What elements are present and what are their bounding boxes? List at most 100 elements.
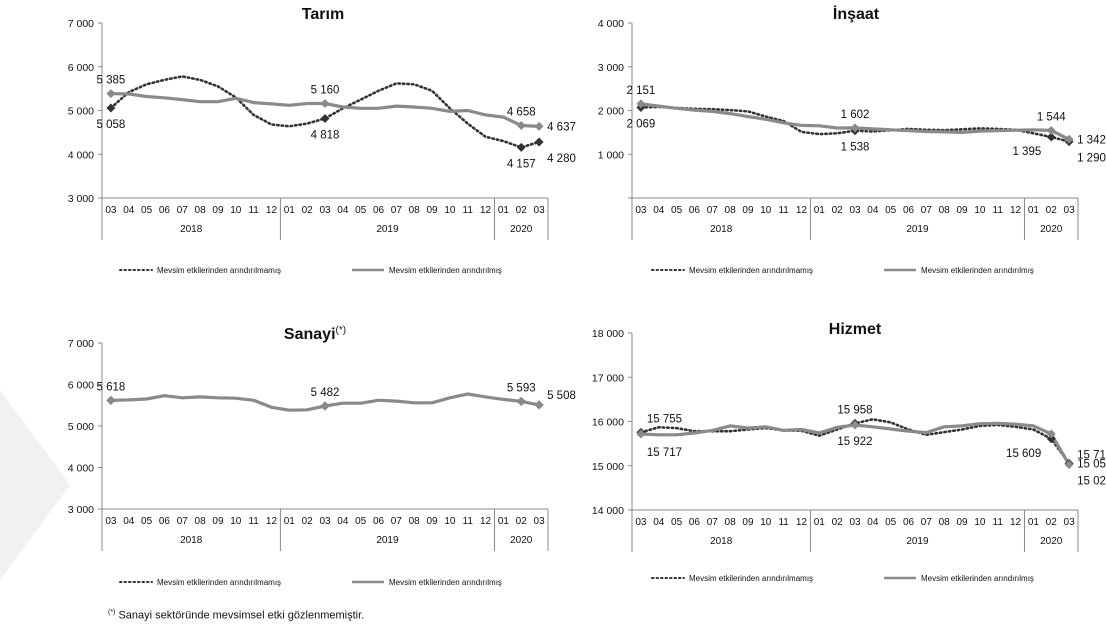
x-year-label: 2018: [180, 224, 203, 235]
chart-title: Hizmet: [829, 321, 882, 338]
data-label: 15 609: [1006, 448, 1041, 460]
x-tick-label: 09: [426, 516, 438, 527]
y-tick-label: 2 000: [598, 106, 624, 118]
data-label: 4 658: [507, 106, 536, 118]
x-tick-label: 03: [319, 205, 331, 216]
data-point-marker: [636, 429, 646, 439]
x-year-label: 2019: [906, 224, 929, 235]
x-tick-label: 03: [635, 205, 647, 216]
x-year-label: 2019: [906, 536, 929, 547]
x-tick-label: 06: [903, 205, 915, 216]
y-tick-label: 6 000: [68, 380, 94, 392]
legend-label-adjusted: Mevsim etkilerinden arındırılmış: [921, 574, 1034, 583]
data-point-marker: [106, 103, 116, 113]
y-tick-label: 3 000: [68, 504, 94, 516]
x-tick-label: 11: [993, 205, 1004, 216]
data-label: 2 069: [627, 118, 656, 130]
data-point-marker: [1064, 134, 1074, 144]
data-point-marker: [1046, 434, 1056, 444]
x-tick-label: 05: [355, 516, 367, 527]
x-tick-label: 03: [849, 205, 861, 216]
x-tick-label: 01: [498, 205, 510, 216]
series-line-unadjusted: [639, 105, 1071, 143]
x-tick-label: 04: [123, 205, 135, 216]
x-tick-label: 11: [993, 517, 1004, 528]
x-tick-label: 01: [498, 516, 510, 527]
x-tick-label: 04: [867, 205, 879, 216]
x-tick-label: 04: [653, 517, 665, 528]
legend-label-adjusted: Mevsim etkilerinden arındırılmış: [389, 578, 502, 587]
x-tick-label: 06: [159, 205, 171, 216]
data-label: 5 618: [97, 381, 126, 393]
x-tick-label: 01: [814, 205, 826, 216]
data-label: 1 544: [1037, 111, 1066, 123]
data-label: 1 290: [1077, 153, 1106, 165]
data-point-marker: [850, 420, 860, 430]
chart-title: İnşaat: [833, 5, 880, 23]
x-tick-label: 02: [1046, 517, 1058, 528]
legend-label-unadjusted: Mevsim etkilerinden arındırılmamış: [157, 266, 281, 275]
y-tick-label: 3 000: [68, 193, 94, 205]
x-tick-label: 12: [796, 517, 808, 528]
x-tick-label: 05: [671, 205, 683, 216]
x-tick-label: 06: [903, 517, 915, 528]
data-point-marker: [534, 121, 544, 131]
x-tick-label: 12: [480, 205, 492, 216]
chart-title: Sanayi(*): [284, 325, 346, 343]
x-tick-label: 01: [1028, 205, 1040, 216]
x-tick-label: 08: [195, 205, 207, 216]
footnote-text: Sanayi sektöründe mevsimsel etki gözlenm…: [115, 609, 365, 622]
data-point-marker: [320, 99, 330, 108]
x-tick-label: 10: [974, 205, 986, 216]
watermark-shape: [0, 390, 70, 580]
x-tick-label: 10: [444, 516, 456, 527]
chart-title: Tarım: [302, 6, 344, 23]
chart-insaat: İnşaat 4 000 3 000 2 000 1 000 03 04 05 06 07 08 09…: [598, 5, 1106, 275]
x-tick-label: 09: [212, 516, 224, 527]
x-tick-label: 07: [391, 205, 403, 216]
x-tick-label: 09: [426, 205, 438, 216]
x-tick-label: 12: [480, 516, 492, 527]
x-tick-label: 10: [760, 517, 772, 528]
data-label: 5 058: [97, 119, 126, 131]
y-tick-label: 4 000: [598, 18, 624, 30]
y-tick-label: 14 000: [592, 505, 624, 517]
chart-sanayi: Sanayi(*) 7 000 6 000 5 000 4 000 3 000 03 04 05…: [68, 325, 576, 587]
data-label: 4 637: [547, 121, 576, 133]
x-tick-label: 11: [248, 205, 259, 216]
legend-label-adjusted: Mevsim etkilerinden arındırılmış: [389, 266, 502, 275]
y-tick-label: 1 000: [598, 149, 624, 161]
y-tick-label: 16 000: [592, 417, 624, 429]
data-label: 4 157: [507, 158, 536, 170]
x-year-label: 2018: [710, 224, 733, 235]
x-tick-label: 10: [230, 205, 242, 216]
x-tick-label: 11: [778, 205, 789, 216]
data-point-marker: [516, 396, 526, 406]
x-tick-label: 02: [832, 205, 844, 216]
x-tick-label: 03: [319, 516, 331, 527]
x-year-label: 2019: [376, 224, 399, 235]
y-tick-label: 4 000: [68, 463, 94, 475]
chart-tarim: Tarım 7 000 6 000 5 000 4 000 3 000 03 04 05 06 07…: [68, 6, 576, 275]
data-point-marker: [320, 401, 330, 411]
x-tick-label: 06: [689, 205, 701, 216]
y-tick-label: 15 000: [592, 461, 624, 473]
x-year-label: 2020: [510, 224, 533, 235]
x-tick-label: 05: [885, 517, 897, 528]
data-label: 5 593: [507, 382, 536, 394]
x-tick-label: 01: [1028, 517, 1040, 528]
x-tick-label: 08: [195, 516, 207, 527]
data-label: 15 755: [647, 413, 682, 425]
x-tick-label: 03: [105, 516, 117, 527]
x-tick-label: 08: [725, 205, 737, 216]
x-tick-label: 10: [974, 517, 986, 528]
chart-hizmet: Hizmet 18 000 17 000 16 000 15 000 14 000 03 04…: [592, 321, 1106, 583]
legend-label-unadjusted: Mevsim etkilerinden arındırılmamış: [689, 574, 813, 583]
x-tick-label: 02: [832, 517, 844, 528]
legend-label-unadjusted: Mevsim etkilerinden arındırılmamış: [689, 266, 813, 275]
data-label: 15 055: [1077, 458, 1106, 470]
data-point-marker: [534, 400, 544, 410]
x-tick-label: 02: [302, 516, 314, 527]
chart-title-superscript: (*): [336, 325, 347, 336]
data-label: 4 818: [311, 129, 340, 141]
